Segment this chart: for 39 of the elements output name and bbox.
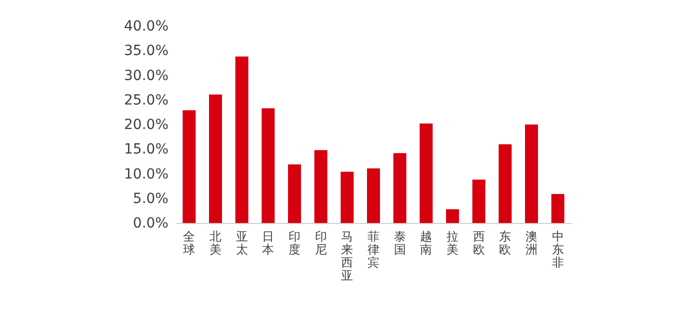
y-tick-label: 0.0%: [132, 216, 168, 232]
bar: [209, 94, 222, 223]
bar: [420, 124, 433, 223]
x-tick-label: 中东非: [552, 230, 564, 270]
bar: [525, 124, 538, 223]
y-tick-label: 15.0%: [124, 142, 168, 158]
x-tick-label: 全球: [183, 230, 196, 256]
x-tick-label: 菲律宾: [368, 230, 380, 270]
x-tick-label: 泰国: [394, 230, 406, 256]
y-tick-label: 35.0%: [124, 43, 168, 60]
x-tick-label: 北美: [210, 230, 222, 256]
bar: [367, 168, 380, 223]
bar: [235, 56, 248, 223]
x-tick-label: 越南: [420, 230, 432, 256]
y-tick-label: 10.0%: [124, 166, 168, 182]
y-tick-label: 40.0%: [124, 18, 168, 34]
y-tick-label: 20.0%: [124, 117, 168, 133]
bar: [446, 209, 459, 223]
bar: [288, 164, 301, 223]
y-tick-label: 5.0%: [132, 190, 168, 207]
x-tick-label: 东欧: [499, 230, 512, 256]
x-tick-label: 日本: [262, 230, 274, 256]
bar: [393, 153, 406, 223]
bar: [182, 110, 196, 223]
y-tick-label: 25.0%: [124, 92, 168, 108]
x-tick-label: 西欧: [472, 230, 485, 256]
y-tick-label: 30.0%: [124, 68, 168, 84]
bar: [472, 180, 486, 223]
x-tick-label: 亚太: [236, 230, 248, 256]
x-tick-label: 印度: [288, 230, 300, 256]
x-tick-label: 澳洲: [526, 230, 538, 256]
x-tick-label: 马来西亚: [341, 230, 354, 282]
x-tick-label: 印尼: [314, 230, 327, 256]
x-tick-label: 拉美: [446, 230, 458, 256]
bar: [262, 108, 275, 223]
bar: [314, 150, 328, 223]
bar: [498, 144, 512, 223]
bar: [340, 172, 354, 223]
bar: [551, 194, 564, 223]
